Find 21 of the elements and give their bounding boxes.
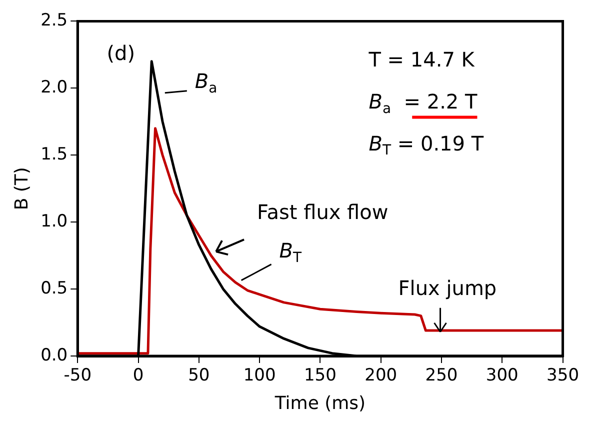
y-tick-label: 2.0 — [40, 78, 68, 98]
x-axis-title: Time (ms) — [274, 392, 366, 414]
x-tick-label: 150 — [304, 366, 336, 386]
annotation: Flux jump — [398, 276, 497, 300]
y-tick-label: 0.0 — [40, 345, 68, 366]
x-tick-label: 0 — [132, 366, 144, 386]
annotation: (d) — [106, 40, 136, 65]
annotation: Fast flux flow — [257, 200, 388, 224]
x-tick-label: 100 — [243, 366, 276, 386]
y-axis-title: B (T) — [11, 167, 32, 210]
x-tick-label: 200 — [364, 366, 398, 386]
x-tick-label: 300 — [486, 366, 518, 386]
x-tick-label: 250 — [425, 366, 458, 386]
y-tick-label: 0.5 — [40, 278, 68, 298]
x-tick-label: 350 — [546, 366, 580, 386]
y-tick-label: 1.5 — [40, 144, 68, 165]
y-tick-label: 1.0 — [40, 212, 68, 232]
x-tick-label: 50 — [188, 366, 210, 386]
annotation: T = 14.7 K — [368, 48, 476, 72]
x-tick-label: -50 — [64, 366, 92, 386]
y-tick-label: 2.5 — [40, 10, 68, 31]
